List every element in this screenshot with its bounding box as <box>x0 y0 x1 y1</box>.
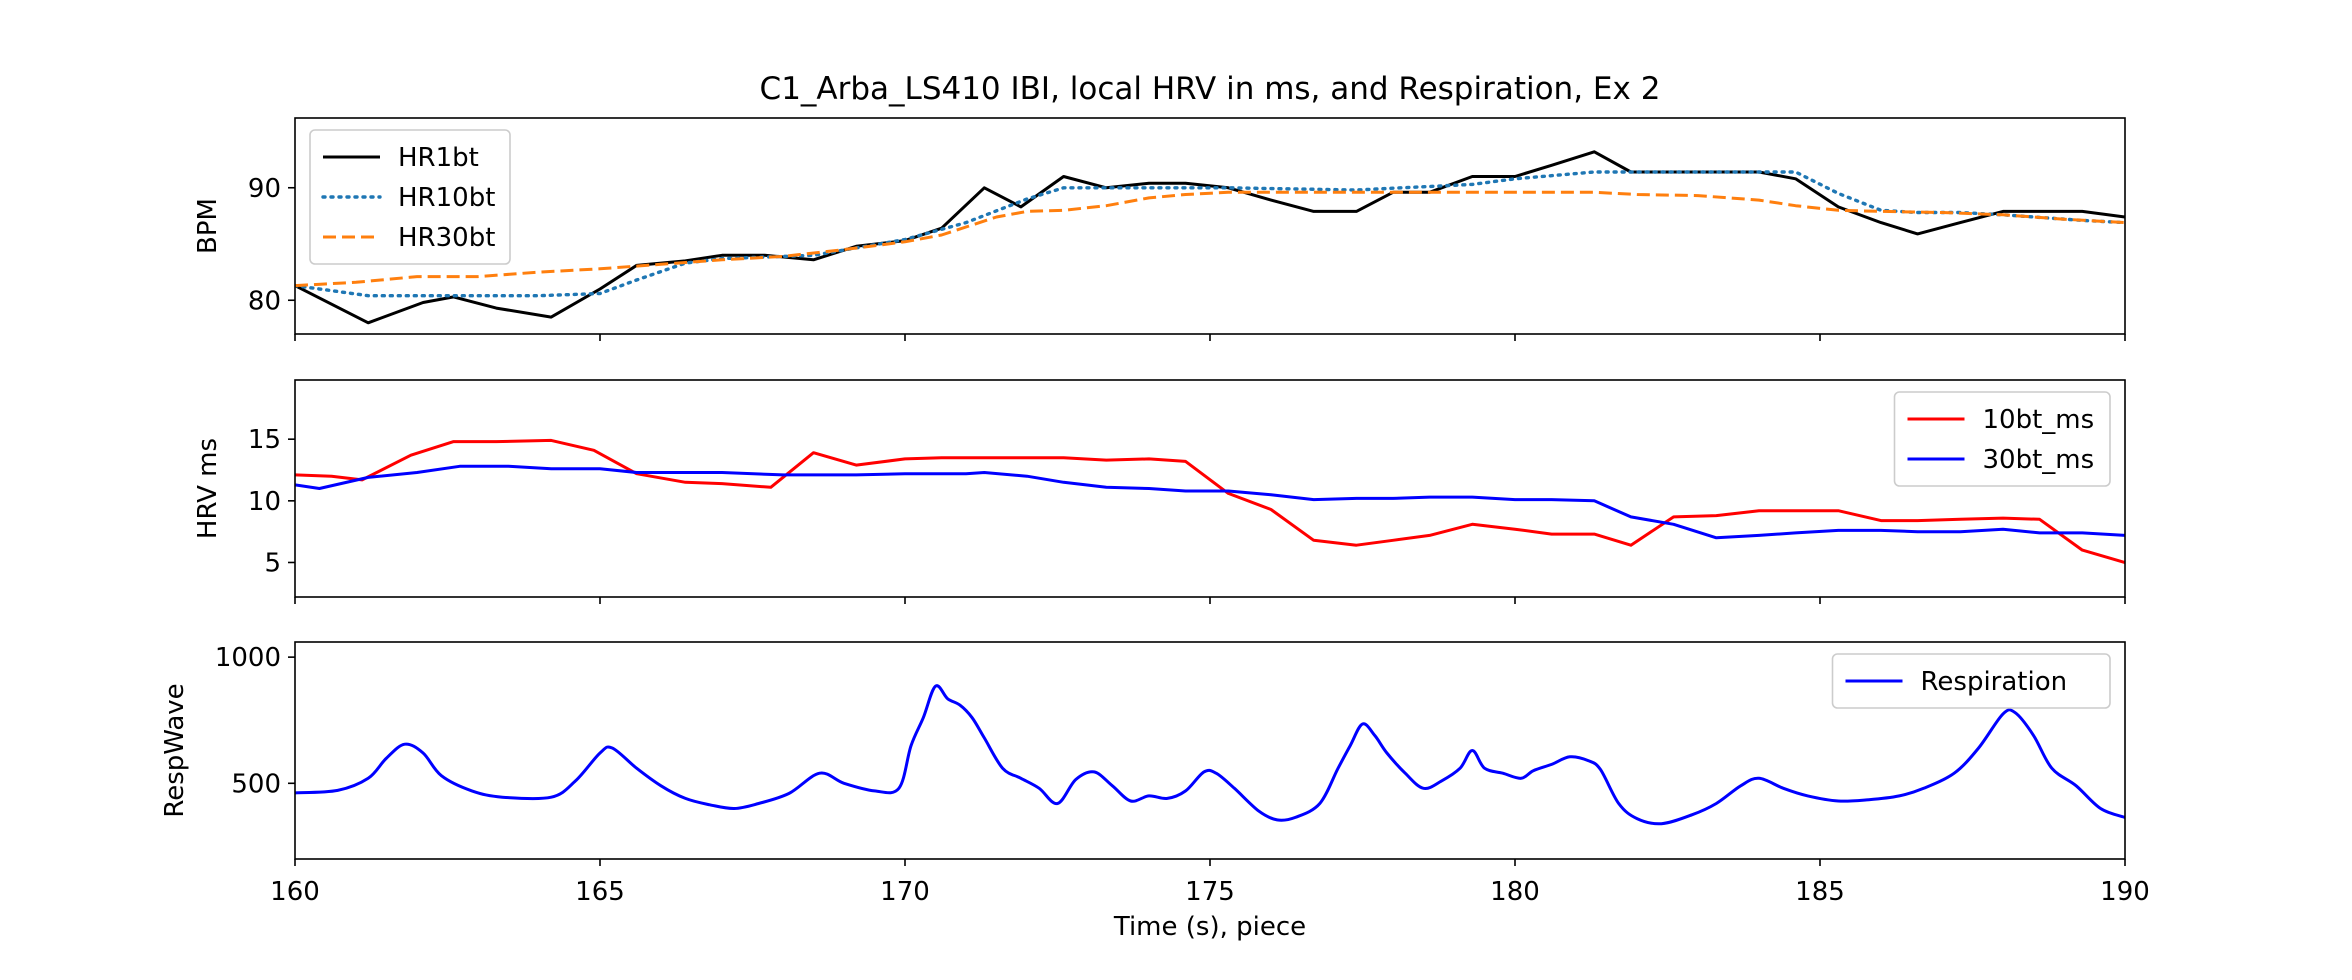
legend-label: HR10bt <box>398 183 495 213</box>
y-axis-label: RespWave <box>160 683 190 817</box>
subplot-3: 500 1000 160 165 170 175 180 185 190 RespWave Resp… <box>160 641 2150 907</box>
series-group <box>295 684 2125 826</box>
series-line-10bt-ms <box>295 438 2125 564</box>
series-line-30bt-ms <box>295 464 2125 540</box>
legend: HR1bt HR10bt HR30bt <box>309 129 511 265</box>
series-line-hr30bt <box>295 190 2125 288</box>
series-group <box>295 150 2125 325</box>
legend-label: HR30bt <box>398 223 495 253</box>
series-line-hr10bt <box>295 170 2125 298</box>
y-axis-label: HRV ms <box>193 438 223 539</box>
subplot-2: 5 10 15 HRV ms 10bt_ms 30bt_ms <box>193 379 2126 604</box>
legend: 10bt_ms 30bt_ms <box>1893 391 2111 487</box>
legend-frame <box>1831 653 2111 709</box>
axes-frame <box>294 379 2126 598</box>
axes-frame <box>294 117 2126 335</box>
x-tick-label: 165 <box>575 877 625 907</box>
y-axis-label: BPM <box>193 198 223 254</box>
y-tick-label: 5 <box>264 548 281 578</box>
subplot-1: 80 90 BPM HR1bt HR10bt HR30bt <box>193 117 2126 341</box>
legend-label: 10bt_ms <box>1983 405 2095 435</box>
y-tick-label: 1000 <box>215 643 281 673</box>
legend-label: HR1bt <box>398 143 479 173</box>
legend-label: Respiration <box>1921 667 2068 697</box>
x-tick-label: 180 <box>1490 877 1540 907</box>
legend-frame <box>309 129 511 265</box>
y-tick-label: 500 <box>231 769 281 799</box>
chart-title: C1_Arba_LS410 IBI, local HRV in ms, and … <box>760 71 1661 107</box>
y-tick-label: 90 <box>248 174 281 204</box>
y-tick-label: 10 <box>248 487 281 517</box>
legend-frame <box>1893 391 2111 487</box>
x-tick-label: 160 <box>270 877 320 907</box>
x-tick-label: 175 <box>1185 877 1235 907</box>
y-tick-label: 15 <box>248 425 281 455</box>
series-line-hr1bt <box>295 150 2125 325</box>
x-tick-label: 170 <box>880 877 930 907</box>
series-group <box>295 438 2125 564</box>
legend: Respiration <box>1831 653 2111 709</box>
x-tick-label: 190 <box>2100 877 2150 907</box>
x-axis-label: Time (s), piece <box>1113 912 1306 942</box>
y-tick-label: 80 <box>248 286 281 316</box>
legend-label: 30bt_ms <box>1983 445 2095 475</box>
x-tick-label: 185 <box>1795 877 1845 907</box>
series-line-respiration <box>295 684 2125 826</box>
